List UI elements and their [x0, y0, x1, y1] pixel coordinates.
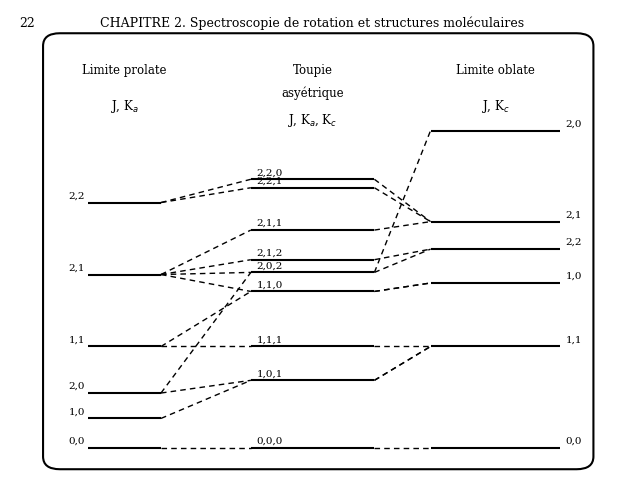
Text: 0,0: 0,0	[565, 436, 582, 445]
Text: 22: 22	[19, 17, 34, 30]
Text: 1,1: 1,1	[69, 335, 85, 344]
Text: Toupie: Toupie	[293, 63, 333, 76]
Text: 2,0: 2,0	[69, 381, 85, 390]
Text: 1,0: 1,0	[565, 272, 582, 280]
Text: 2,2,0: 2,2,0	[256, 168, 283, 177]
Text: 1,1: 1,1	[565, 335, 582, 344]
Text: CHAPITRE 2. Spectroscopie de rotation et structures moléculaires: CHAPITRE 2. Spectroscopie de rotation et…	[100, 17, 524, 30]
Text: 2,1: 2,1	[69, 263, 85, 272]
Text: 0,0,0: 0,0,0	[256, 436, 283, 445]
Text: 1,0,1: 1,0,1	[256, 369, 283, 378]
Text: J, K$_a$: J, K$_a$	[110, 97, 139, 114]
Text: 2,0,2: 2,0,2	[256, 261, 283, 270]
Text: 2,2,1: 2,2,1	[256, 177, 283, 185]
Text: Limite oblate: Limite oblate	[456, 63, 535, 76]
Text: 2,1,2: 2,1,2	[256, 248, 283, 257]
FancyBboxPatch shape	[43, 34, 593, 469]
Text: 2,1: 2,1	[565, 210, 582, 219]
Text: 1,1,1: 1,1,1	[256, 335, 283, 344]
Text: 2,2: 2,2	[69, 191, 85, 200]
Text: 0,0: 0,0	[69, 436, 85, 445]
Text: 2,2: 2,2	[565, 238, 582, 247]
Text: 1,1,0: 1,1,0	[256, 280, 283, 289]
Text: 2,1,1: 2,1,1	[256, 219, 283, 228]
Text: J, K$_c$: J, K$_c$	[481, 97, 509, 114]
Text: J, K$_a$, K$_c$: J, K$_a$, K$_c$	[288, 112, 338, 129]
Text: Limite prolate: Limite prolate	[82, 63, 167, 76]
Text: 2,0: 2,0	[565, 120, 582, 128]
Text: 1,0: 1,0	[69, 407, 85, 416]
Text: asyétrique: asyétrique	[281, 86, 344, 100]
